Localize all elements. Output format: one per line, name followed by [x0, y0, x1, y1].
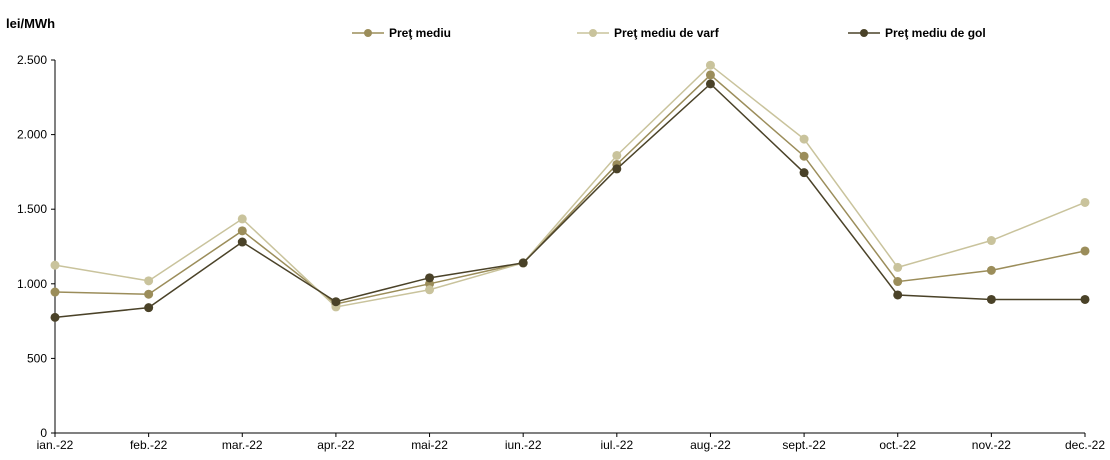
- series-line: [54, 73, 1086, 305]
- data-point: [893, 290, 903, 300]
- y-tick-label: 2.500: [17, 53, 47, 67]
- y-tick-label: 500: [27, 351, 47, 365]
- series-group: [50, 70, 1090, 309]
- data-point: [237, 214, 247, 224]
- data-point: [144, 303, 154, 313]
- legend-marker: [860, 29, 868, 37]
- data-point: [425, 273, 435, 283]
- data-point: [1080, 294, 1090, 304]
- y-tick-label: 0: [40, 426, 47, 440]
- data-point: [893, 277, 903, 287]
- axes: 0 500 1.000 1.500 2.000 2.500 ian.-22 feb.-22 ma…: [17, 53, 1105, 452]
- data-point: [986, 265, 996, 275]
- y-axis-unit-label: lei/MWh: [6, 16, 55, 31]
- x-tick-label: mar.-22: [222, 438, 263, 452]
- y-tick-label: 1.000: [17, 277, 47, 291]
- data-point: [237, 226, 247, 236]
- x-tick-label: iul.-22: [600, 438, 633, 452]
- legend-label: Preţ mediu: [389, 26, 451, 40]
- legend-label: Preţ mediu de gol: [885, 26, 986, 40]
- data-point: [425, 285, 435, 295]
- data-point: [50, 287, 60, 297]
- data-point: [799, 151, 809, 161]
- x-tick-label: feb.-22: [130, 438, 168, 452]
- data-point: [331, 297, 341, 307]
- x-tick-label: dec.-22: [1065, 438, 1105, 452]
- data-point: [1080, 246, 1090, 256]
- data-point: [799, 168, 809, 178]
- data-point: [986, 236, 996, 246]
- x-tick-label: apr.-22: [317, 438, 355, 452]
- data-point: [705, 79, 715, 89]
- x-tick-label: mai-22: [411, 438, 448, 452]
- data-point: [612, 164, 622, 174]
- data-point: [237, 237, 247, 247]
- legend-marker: [364, 29, 372, 37]
- series-line: [54, 64, 1086, 308]
- legend: Preţ mediu Preţ mediu de varf Preţ mediu d…: [352, 26, 986, 40]
- data-point: [705, 60, 715, 70]
- series-line: [54, 82, 1085, 319]
- data-point: [50, 260, 60, 270]
- y-tick-label: 2.000: [17, 128, 47, 142]
- legend-item: Preţ mediu de varf: [577, 26, 720, 40]
- x-tick-label: sept.-22: [782, 438, 826, 452]
- data-point: [1080, 197, 1090, 207]
- series-layer: [50, 60, 1090, 322]
- series-group: [50, 60, 1090, 312]
- x-tick-label: nov.-22: [972, 438, 1011, 452]
- x-tick-label: ian.-22: [37, 438, 74, 452]
- x-tick-label: iun.-22: [505, 438, 542, 452]
- legend-label: Preţ mediu de varf: [614, 26, 720, 40]
- data-point: [50, 312, 60, 322]
- x-tick-label: oct.-22: [879, 438, 916, 452]
- data-point: [893, 262, 903, 272]
- legend-item: Preţ mediu: [352, 26, 451, 40]
- data-point: [518, 258, 528, 268]
- data-point: [986, 294, 996, 304]
- legend-item: Preţ mediu de gol: [848, 26, 986, 40]
- data-point: [144, 276, 154, 286]
- legend-marker: [589, 29, 597, 37]
- y-tick-label: 1.500: [17, 202, 47, 216]
- data-point: [799, 134, 809, 144]
- series-group: [50, 79, 1090, 322]
- data-point: [612, 150, 622, 160]
- data-point: [144, 289, 154, 299]
- data-point: [705, 70, 715, 80]
- x-tick-label: aug.-22: [690, 438, 731, 452]
